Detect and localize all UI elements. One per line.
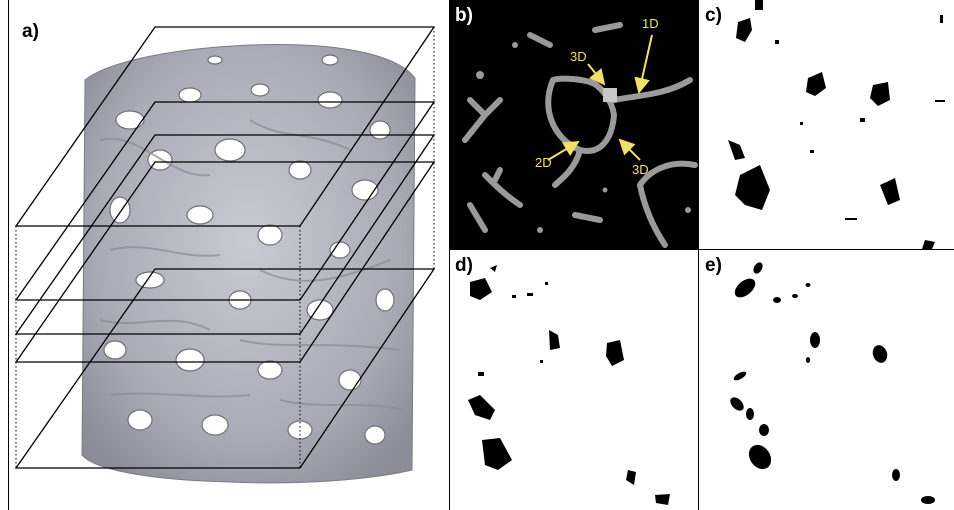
- panel-a-label: a): [22, 21, 39, 42]
- annotation-1d: 1D: [642, 16, 659, 31]
- panel-b-label: b): [455, 5, 473, 26]
- panel-b-slice: [449, 0, 698, 249]
- panel-d-filtered: [468, 265, 670, 505]
- panel-c-binary: [728, 0, 945, 249]
- panel-c-label: c): [705, 5, 722, 26]
- panel-d-label: d): [455, 255, 473, 276]
- annotation-3d-bottom: 3D: [632, 162, 649, 177]
- panel-e-ellipse-fit: [730, 262, 935, 504]
- panel-e-label: e): [705, 255, 722, 276]
- annotation-2d: 2D: [535, 155, 552, 170]
- annotation-3d-top: 3D: [570, 49, 587, 64]
- panel-a-bone-volume: [14, 26, 436, 484]
